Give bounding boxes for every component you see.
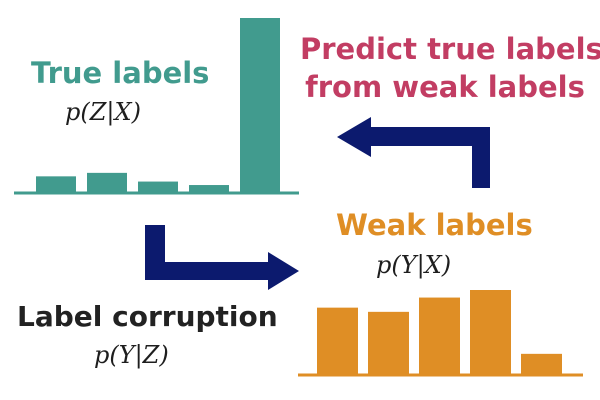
true-labels-bar-2 xyxy=(87,172,127,192)
weak-labels-histogram xyxy=(317,290,562,374)
prediction-title-line-1: Predict true labels xyxy=(300,32,600,66)
label-corruption-formula: p(Y|Z) xyxy=(94,341,169,369)
weak-labels-bar-5 xyxy=(521,353,562,374)
true-labels-bar-4 xyxy=(189,185,229,192)
weak-labels-bar-3 xyxy=(419,297,460,374)
arrow-right-icon xyxy=(145,225,299,290)
weak-labels-bar-1 xyxy=(317,307,358,374)
arrow-left-icon xyxy=(337,117,490,188)
true-labels-title: True labels xyxy=(31,56,210,90)
weak-labels-formula: p(Y|X) xyxy=(376,251,452,279)
true-labels-bar-1 xyxy=(36,176,76,192)
weak-labels-bar-4 xyxy=(470,290,511,374)
true-labels-formula: p(Z|X) xyxy=(65,98,141,126)
prediction-title: Predict true labels from weak labels xyxy=(300,30,600,106)
true-labels-histogram xyxy=(36,18,280,192)
label-corruption-title: Label corruption xyxy=(17,300,278,333)
weak-labels-title: Weak labels xyxy=(336,208,533,242)
prediction-title-line-2: from weak labels xyxy=(305,70,585,104)
true-labels-bar-3 xyxy=(138,181,178,192)
weak-labels-bar-2 xyxy=(368,311,409,374)
true-labels-bar-5 xyxy=(240,18,280,192)
